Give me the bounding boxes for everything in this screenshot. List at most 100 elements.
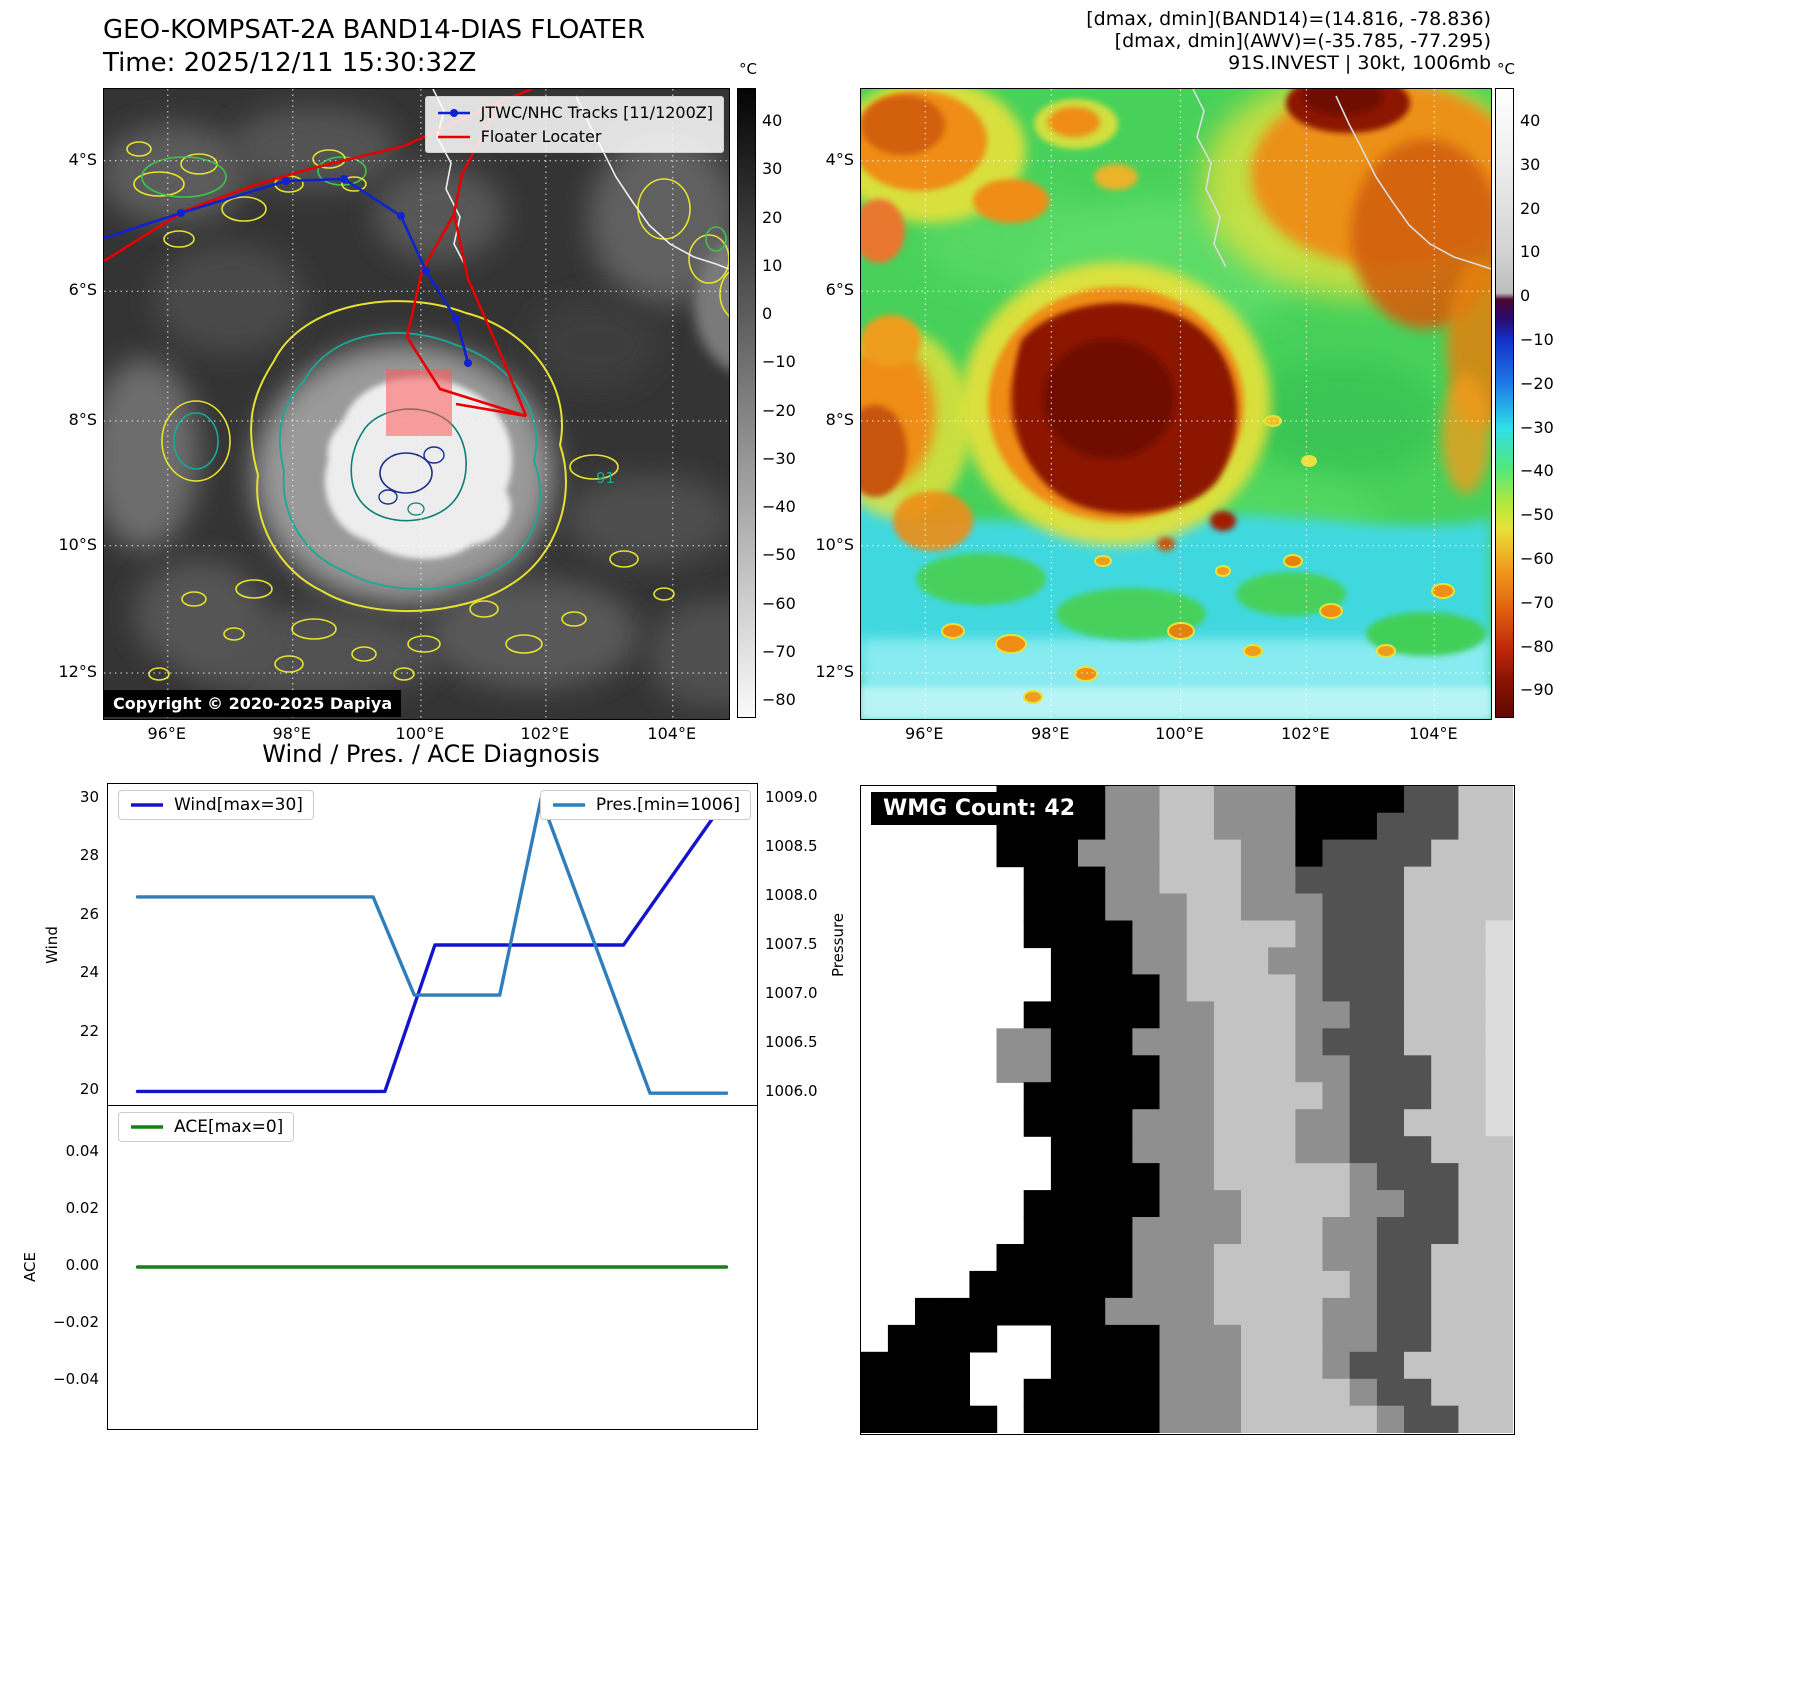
awv-colorbar <box>1495 88 1514 718</box>
awv-map-image <box>861 89 1491 719</box>
colorbar-tick-label: −10 <box>762 352 796 372</box>
pressure-axis-label: Pressure <box>829 912 847 978</box>
colorbar-tick-label: −10 <box>1520 330 1554 349</box>
y-tick-label: 22 <box>79 1021 99 1040</box>
colorbar-tick-label: −60 <box>762 593 796 613</box>
lon-tick-label: 104°E <box>1408 724 1458 743</box>
colorbar-tick-label: −30 <box>762 448 796 468</box>
wind-line-swatch <box>131 803 163 807</box>
track-points <box>177 175 472 367</box>
timestamp: Time: 2025/12/11 15:30:32Z <box>103 48 477 78</box>
colorbar-tick-label: 10 <box>762 255 783 275</box>
dmax-dmin-band14: [dmax, dmin](BAND14)=(14.816, -78.836) <box>1086 8 1491 30</box>
storm-info-block: [dmax, dmin](BAND14)=(14.816, -78.836) [… <box>1086 8 1491 74</box>
lat-tick-label: 8°S <box>825 410 854 429</box>
ace-line-swatch <box>131 1125 163 1129</box>
colorbar-tick-label: −70 <box>762 641 796 661</box>
legend-row-floater: Floater Locater <box>436 127 713 146</box>
colorbar-tick-label: −50 <box>762 545 796 565</box>
band14-title-block: GEO-KOMPSAT-2A BAND14-DIAS FLOATER Time:… <box>103 14 645 80</box>
lon-tick-label: 98°E <box>1031 724 1070 743</box>
y-tick-label: −0.04 <box>53 1369 99 1388</box>
lon-tick-label: 96°E <box>905 724 944 743</box>
y-tick-label: 0.02 <box>65 1199 99 1217</box>
y-tick-label-right: 1006.0 <box>765 1082 818 1101</box>
track-line-swatch <box>437 108 470 117</box>
colorbar-tick-label: 0 <box>1520 286 1531 306</box>
pressure-legend: Pres.[min=1006] <box>539 790 751 820</box>
band14-satellite-map[interactable]: JTWC/NHC Tracks [11/1200Z] Floater Locat… <box>103 88 730 720</box>
storm-cloud <box>324 377 513 559</box>
y-tick-label-right: 1008.0 <box>765 885 818 904</box>
colorbar-tick-label: −60 <box>1520 549 1554 568</box>
colorbar-tick-label: 20 <box>762 207 783 227</box>
coastline <box>1192 89 1491 270</box>
colorbar-tick-label: 30 <box>1520 154 1541 174</box>
y-tick-label-right: 1009.0 <box>765 787 818 806</box>
ace-axis-label: ACE <box>21 1252 39 1282</box>
y-tick-label-right: 1007.5 <box>765 934 818 953</box>
lat-tick-label: 6°S <box>825 280 854 300</box>
colorbar-tick-label: −20 <box>762 400 796 420</box>
colorbar-tick-label: −30 <box>1520 417 1554 437</box>
jtwc-track-line <box>104 175 472 367</box>
ace-legend-label: ACE[max=0] <box>174 1117 284 1137</box>
y-tick-label: −0.02 <box>53 1312 99 1331</box>
colorbar-unit-right: °C <box>1497 60 1515 78</box>
storm-id-intensity: 91S.INVEST | 30kt, 1006mb <box>1228 52 1491 74</box>
colorbar-tick-label: −50 <box>1520 505 1554 525</box>
colorbar-tick-label: 10 <box>1520 242 1541 262</box>
wind-legend: Wind[max=30] <box>118 790 314 820</box>
wmg-image <box>861 786 1513 1433</box>
lon-tick-label: 100°E <box>1155 724 1204 743</box>
lon-tick-label: 102°E <box>1281 724 1330 743</box>
wmg-image-panel[interactable]: WMG Count: 42 <box>860 785 1515 1435</box>
grid-lines <box>861 89 1491 719</box>
diagnosis-title: Wind / Pres. / ACE Diagnosis <box>262 740 600 768</box>
colorbar-tick-label: −90 <box>1520 680 1554 700</box>
y-tick-label: 0.04 <box>65 1142 99 1161</box>
copyright-notice: Copyright © 2020-2025 Dapiya <box>104 690 402 717</box>
y-tick-label: 30 <box>79 787 99 806</box>
wind-axis-label: Wind <box>43 926 61 964</box>
track-legend: JTWC/NHC Tracks [11/1200Z] Floater Locat… <box>424 96 724 153</box>
colorbar-tick-label: −80 <box>762 690 796 709</box>
awv-satellite-map[interactable] <box>860 88 1492 720</box>
wind-pressure-chart[interactable]: Wind[max=30] Pres.[min=1006] <box>107 783 758 1108</box>
colorbar-tick-label: −20 <box>1520 373 1554 393</box>
dmax-dmin-awv: [dmax, dmin](AWV)=(-35.785, -77.295) <box>1114 30 1491 52</box>
colorbar-tick-label: 20 <box>1520 198 1541 218</box>
wind-max-30--line <box>135 796 729 1094</box>
colorbar-tick-label: 40 <box>762 111 783 130</box>
ace-legend: ACE[max=0] <box>118 1112 295 1142</box>
cold-cyan-region <box>861 469 1491 719</box>
lat-tick-label: 8°S <box>68 410 97 429</box>
pres-min-1006--line <box>135 796 729 1095</box>
colorbar-tick-label: −40 <box>762 497 796 516</box>
storm-core-warm <box>961 262 1271 551</box>
lat-tick-label: 4°S <box>825 149 854 169</box>
wind-legend-label: Wind[max=30] <box>174 795 303 815</box>
y-tick-label: 20 <box>79 1080 99 1099</box>
colorbar-tick-label: −80 <box>1520 636 1554 656</box>
pressure-legend-label: Pres.[min=1006] <box>595 795 740 815</box>
wmg-count-label: WMG Count: 42 <box>871 792 1088 825</box>
y-tick-label-right: 1006.5 <box>765 1033 818 1052</box>
lat-tick-label: 4°S <box>68 149 97 169</box>
warm-regions <box>861 89 1491 551</box>
pressure-line-swatch <box>552 803 585 807</box>
page-title: GEO-KOMPSAT-2A BAND14-DIAS FLOATER <box>103 15 646 45</box>
floater-line-swatch <box>437 135 470 138</box>
scattered-warm-spots <box>941 415 1455 704</box>
y-tick-label: 0.00 <box>65 1256 99 1274</box>
floater-target-box <box>386 369 452 436</box>
colorbar-unit-left: °C <box>739 60 757 78</box>
ace-chart[interactable]: ACE[max=0] <box>107 1105 758 1430</box>
colorbar-tick-label: −70 <box>1520 592 1554 612</box>
colorbar-tick-label: 40 <box>1520 111 1541 130</box>
ace-plot-area <box>135 1265 729 1269</box>
lat-tick-label: 12°S <box>815 662 854 681</box>
wind-pressure-plot-area <box>135 796 729 1095</box>
legend-row-track: JTWC/NHC Tracks [11/1200Z] <box>436 103 713 122</box>
